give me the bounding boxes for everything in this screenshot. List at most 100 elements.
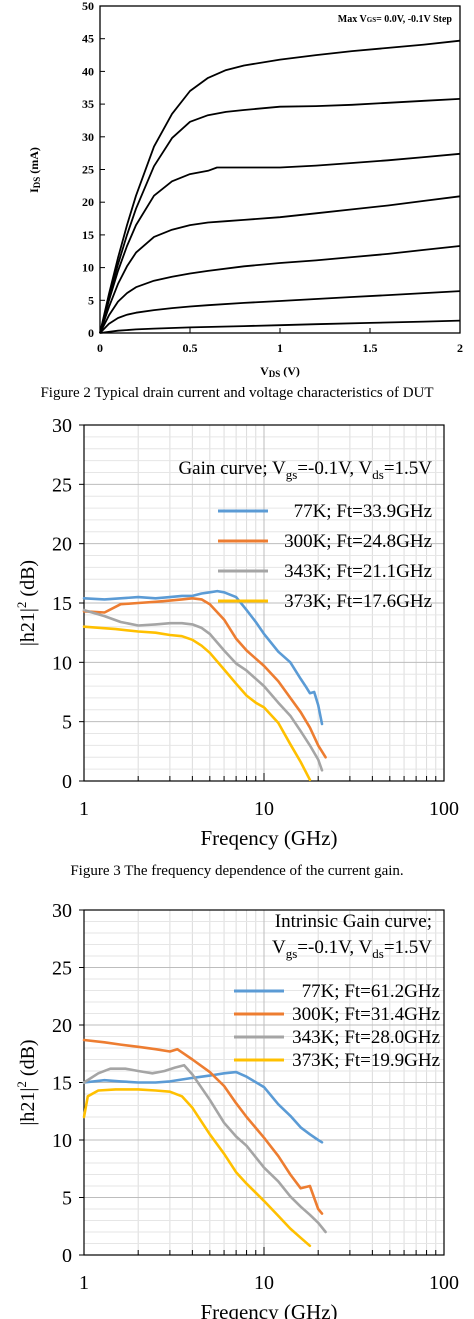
text-part: =1.5V bbox=[384, 937, 432, 958]
y-tick-label: 15 bbox=[52, 1073, 72, 1095]
text-part: V bbox=[260, 364, 269, 378]
text-sub-part: ds bbox=[372, 946, 384, 961]
legend-entry-2: 300K; Ft=31.4GHz bbox=[292, 1004, 440, 1025]
y-tick-label: 0 bbox=[88, 326, 94, 340]
y-tick-label: 25 bbox=[52, 474, 72, 496]
text-part: I bbox=[27, 188, 41, 193]
legend-entry-3: 343K; Ft=21.1GHz bbox=[284, 561, 432, 582]
text-sub-part: gs bbox=[286, 946, 298, 961]
legend-entry-2: 300K; Ft=24.8GHz bbox=[284, 531, 432, 552]
text-part: |h21| bbox=[17, 1088, 39, 1126]
x-tick-label: 100 bbox=[429, 1272, 459, 1294]
text-part: Max V bbox=[338, 14, 368, 25]
plot-frame bbox=[83, 424, 445, 782]
legend-entry-1: 77K; Ft=61.2GHz bbox=[302, 981, 440, 1002]
x-tick-label: 2 bbox=[457, 341, 463, 355]
x-tick-label: 10 bbox=[254, 1272, 274, 1294]
y-tick-label: 10 bbox=[52, 1130, 72, 1152]
y-tick-label: 25 bbox=[82, 163, 94, 177]
iv-curve-4 bbox=[99, 195, 461, 334]
text-part: = 0.0V, -0.1V Step bbox=[376, 14, 452, 25]
series-line-3 bbox=[82, 1063, 327, 1234]
y-axis-label: |h21|2 (dB) bbox=[14, 560, 39, 646]
y-tick-label: 5 bbox=[62, 1188, 72, 1210]
text-sub-part: DS bbox=[269, 369, 281, 379]
legend-entry-3: 343K; Ft=28.0GHz bbox=[292, 1027, 440, 1048]
figure-2-caption: Figure 2 Typical drain current and volta… bbox=[40, 385, 434, 401]
iv-curve-7 bbox=[99, 319, 461, 334]
y-tick-label: 30 bbox=[52, 900, 72, 922]
chart-title-line-1: Intrinsic Gain curve; bbox=[275, 911, 432, 932]
y-tick-label: 30 bbox=[82, 130, 94, 144]
iv-curve-3 bbox=[99, 152, 461, 334]
y-tick-label: 5 bbox=[62, 712, 72, 734]
series-line-4 bbox=[82, 1088, 312, 1248]
x-tick-label: 0 bbox=[97, 341, 103, 355]
step-annotation: Max VGS= 0.0V, -0.1V Step bbox=[338, 14, 453, 25]
figure-3-caption: Figure 3 The frequency dependence of the… bbox=[70, 863, 404, 879]
y-tick-label: 40 bbox=[82, 64, 94, 78]
series-line-1 bbox=[82, 1070, 324, 1144]
x-tick-label: 0.5 bbox=[183, 341, 198, 355]
y-tick-label: 15 bbox=[52, 593, 72, 615]
series-line-4 bbox=[82, 625, 312, 782]
y-tick-label: 45 bbox=[82, 32, 94, 46]
series-line-3 bbox=[82, 608, 324, 772]
plot-frame bbox=[99, 5, 461, 334]
y-axis-label: IDS (mA) bbox=[27, 147, 42, 193]
y-tick-label: 20 bbox=[52, 1015, 72, 1037]
iv-curve-2 bbox=[99, 98, 461, 334]
y-tick-label: 20 bbox=[82, 195, 94, 209]
text-part: (V) bbox=[280, 364, 300, 378]
text-part: =-0.1V, V bbox=[297, 458, 372, 479]
text-part: =1.5V bbox=[384, 458, 432, 479]
y-tick-label: 0 bbox=[62, 771, 72, 793]
gain-curve-chart: 0 5 10 15 20 25 30 1 10 100 77K; Ft=33.9GHz 300K; F… bbox=[14, 415, 459, 850]
text-sub-part: 2 bbox=[14, 1081, 29, 1088]
y-tick-label: 50 bbox=[82, 0, 94, 13]
text-part: (dB) bbox=[17, 560, 39, 602]
text-part: =-0.1V, V bbox=[297, 937, 372, 958]
text-part: |h21| bbox=[17, 608, 39, 646]
text-sub-part: ds bbox=[372, 467, 384, 482]
gain-curve-figure: 0 5 10 15 20 25 30 1 10 100 77K; Ft=33.9GHz 300K; F… bbox=[0, 414, 474, 859]
x-axis-label: Freqency (GHz) bbox=[200, 1300, 337, 1319]
x-tick-label: 10 bbox=[254, 798, 274, 820]
iv-curve-6 bbox=[99, 290, 461, 334]
x-tick-label: 1.5 bbox=[363, 341, 378, 355]
y-tick-label: 35 bbox=[82, 97, 94, 111]
y-tick-label: 30 bbox=[52, 415, 72, 437]
text-sub-part: gs bbox=[286, 467, 298, 482]
series-line-2 bbox=[82, 1038, 324, 1215]
x-tick-label: 1 bbox=[79, 1272, 89, 1294]
legend-entry-4: 373K; Ft=19.9GHz bbox=[292, 1050, 440, 1071]
y-tick-label: 15 bbox=[82, 228, 94, 242]
x-tick-label: 1 bbox=[277, 341, 283, 355]
text-sub-part: 2 bbox=[14, 602, 29, 609]
text-sub-part: DS bbox=[32, 177, 42, 189]
text-sub-part: GS bbox=[367, 16, 376, 24]
y-tick-label: 20 bbox=[52, 534, 72, 556]
legend-entry-1: 77K; Ft=33.9GHz bbox=[294, 501, 432, 522]
x-tick-label: 100 bbox=[429, 798, 459, 820]
chart-title-line-2: Vgs=-0.1V, Vds=1.5V bbox=[272, 937, 432, 961]
y-tick-label: 25 bbox=[52, 958, 72, 980]
y-tick-label: 0 bbox=[62, 1245, 72, 1267]
iv-curve-1 bbox=[99, 39, 461, 334]
x-tick-label: 1 bbox=[79, 798, 89, 820]
x-axis-label: Freqency (GHz) bbox=[200, 826, 337, 850]
chart-title: Gain curve; Vgs=-0.1V, Vds=1.5V bbox=[178, 458, 432, 482]
text-part: V bbox=[272, 937, 286, 958]
intrinsic-gain-figure: 0 5 10 15 20 25 30 1 10 100 77K; Ft=61.2GHz 300K; F… bbox=[0, 896, 474, 1319]
y-axis-label: |h21|2 (dB) bbox=[14, 1039, 39, 1125]
text-part: (mA) bbox=[27, 147, 41, 177]
series-line-2 bbox=[82, 597, 327, 759]
text-part: Gain curve; V bbox=[178, 458, 286, 479]
y-tick-label: 10 bbox=[52, 652, 72, 674]
y-tick-label: 10 bbox=[82, 261, 94, 275]
iv-curve-5 bbox=[99, 245, 461, 334]
series-line-1 bbox=[82, 589, 324, 726]
x-axis-label: VDS (V) bbox=[260, 364, 300, 379]
